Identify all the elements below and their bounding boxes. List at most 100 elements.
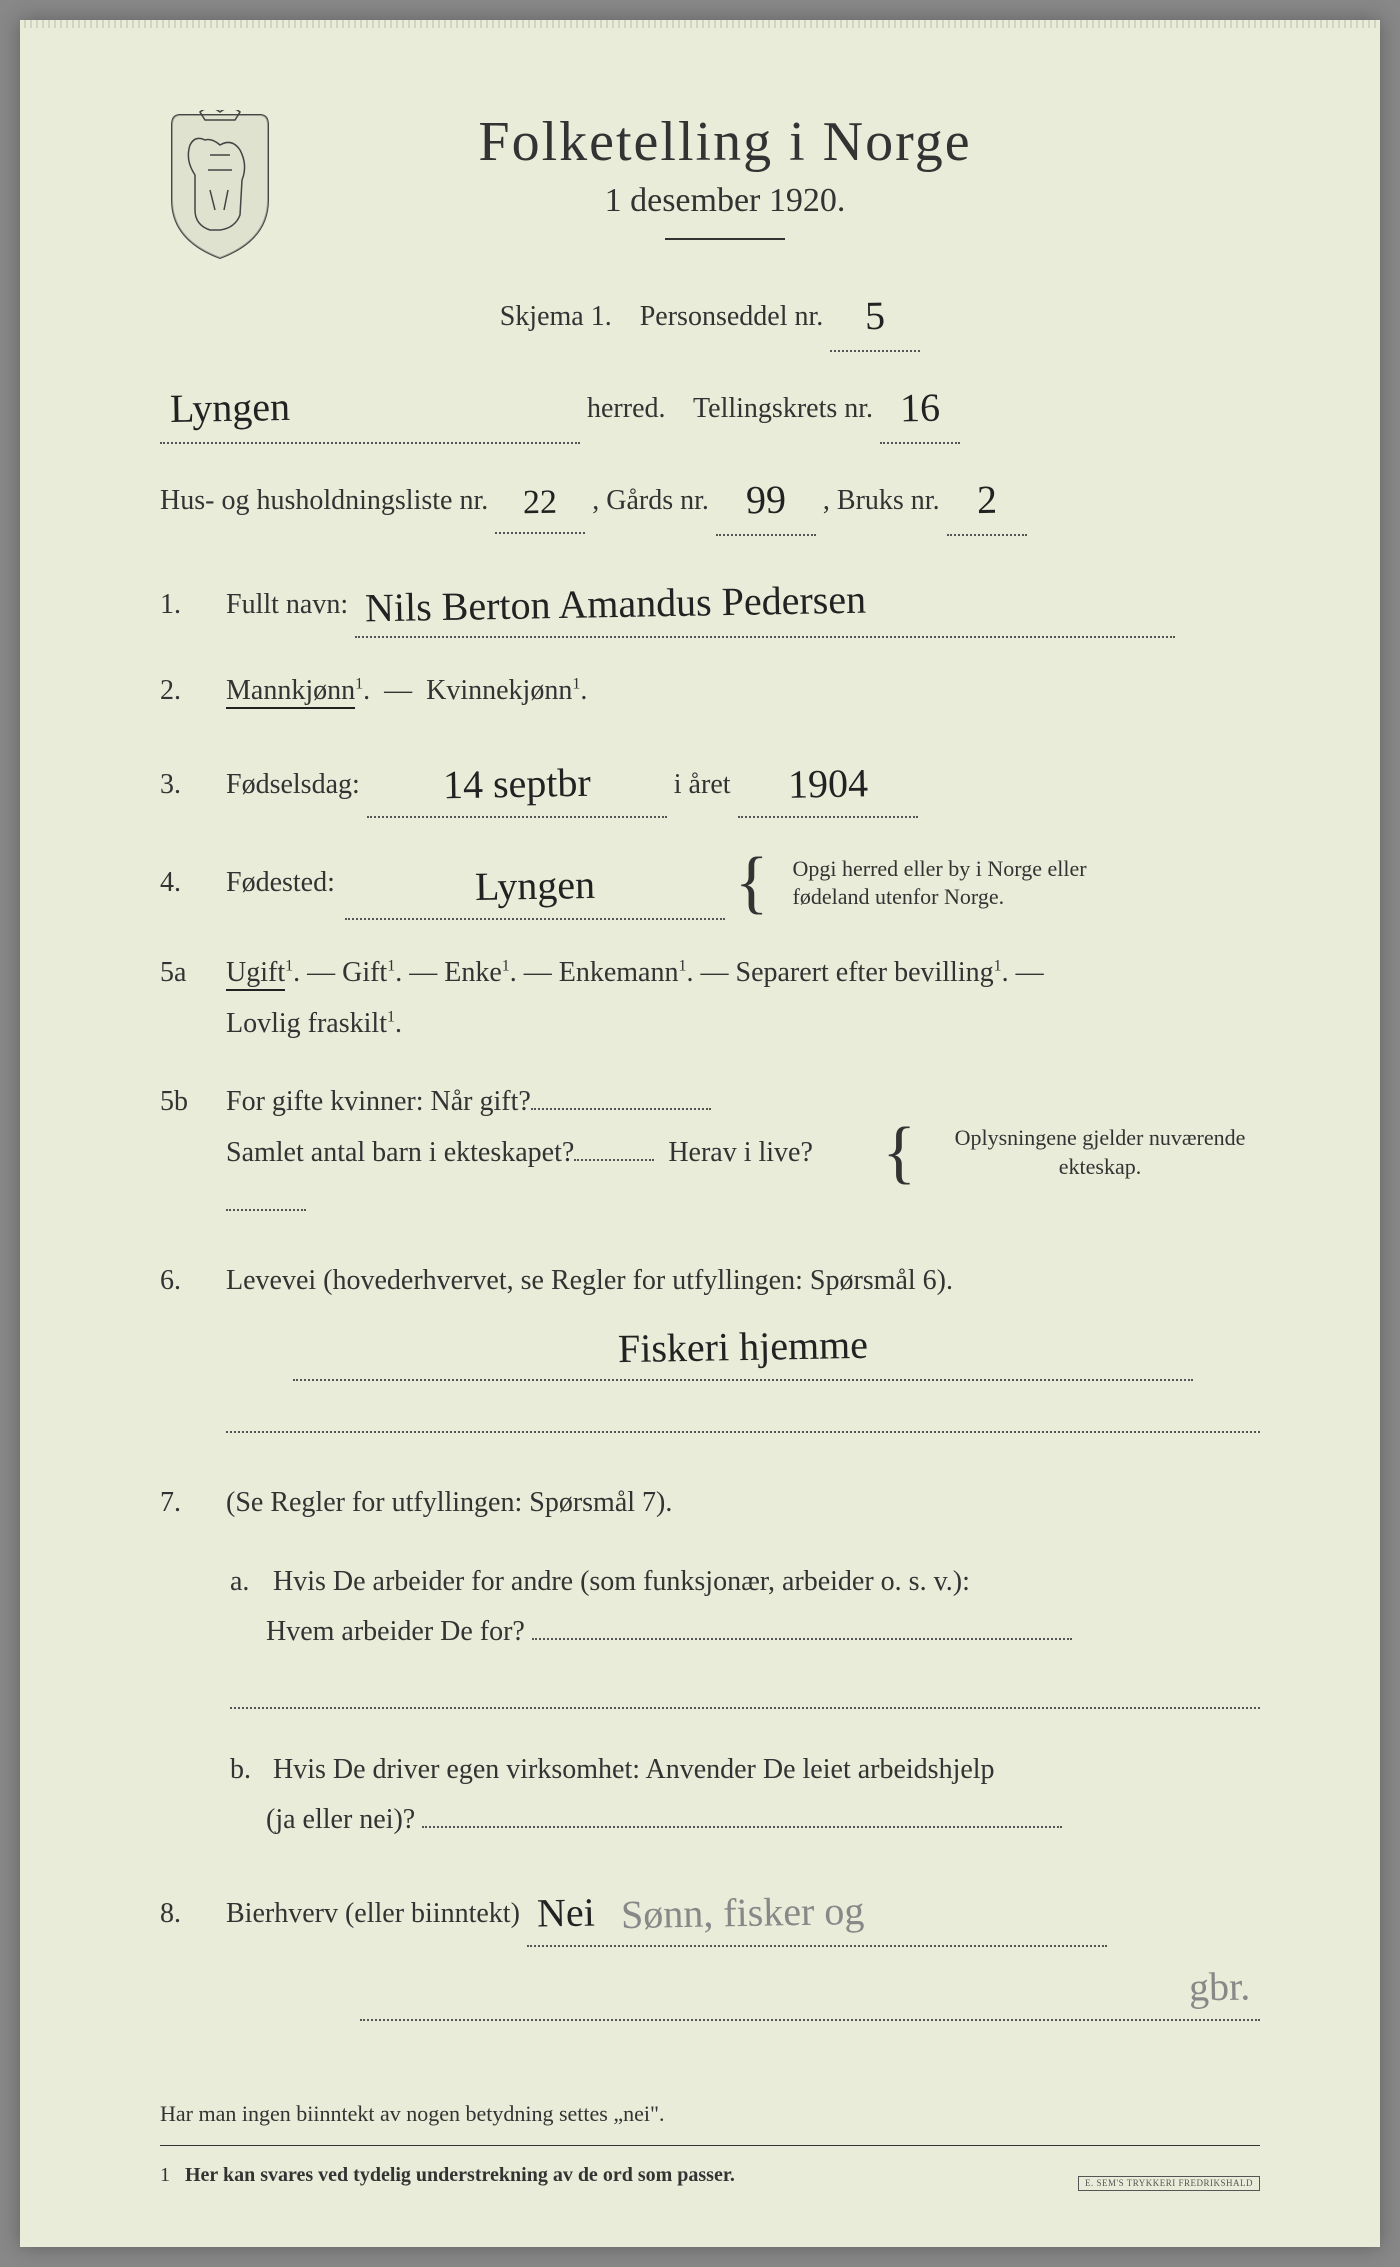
q1-num: 1. [160, 580, 210, 630]
q7a-text2: Hvem arbeider De for? [266, 1616, 525, 1647]
q7a-label: a. [230, 1557, 266, 1607]
q5b-note: Oplysningene gjelder nuværende ekteskap. [940, 1124, 1260, 1181]
q2: 2. Mannkjønn1. — Kvinnekjønn1. [160, 666, 1260, 716]
q2-mann: Mannkjønn [226, 675, 355, 709]
tellingskrets-label: Tellingskrets nr. [693, 393, 873, 424]
skjema-label: Skjema 1. [500, 301, 612, 332]
q4: 4. Fødested: Lyngen { Opgi herred eller … [160, 846, 1260, 920]
hus-label: Hus- og husholdningsliste nr. [160, 485, 488, 516]
page-title: Folketelling i Norge [310, 110, 1140, 174]
norwegian-coat-of-arms-icon [160, 110, 280, 260]
q5b-line2b: Herav i live? [668, 1137, 813, 1168]
q7a-text1: Hvis De arbeider for andre (som funksjon… [273, 1566, 970, 1597]
q7a-blank [532, 1638, 1072, 1640]
q5a-sup6: 1 [387, 1008, 395, 1025]
page-subtitle: 1 desember 1920. [310, 182, 1140, 220]
q5a-sup2: 1 [387, 958, 395, 975]
q3-mid: i året [674, 769, 731, 800]
q5b-label: For gifte kvinner: Når gift? [226, 1086, 531, 1117]
q5b-blank3 [226, 1209, 306, 1211]
q2-sup1: 1 [355, 676, 363, 693]
q5b-num: 5b [160, 1077, 210, 1127]
q7b-label: b. [230, 1745, 266, 1795]
q5b-line2a: Samlet antal barn i ekteskapet? [226, 1137, 574, 1168]
personseddel-nr-value: 5 [859, 278, 892, 355]
q3-label: Fødselsdag: [226, 769, 360, 800]
q7: 7. (Se Regler for utfyllingen: Spørsmål … [160, 1478, 1260, 1528]
q6-num: 6. [160, 1256, 210, 1306]
printer-mark: E. SEM'S TRYKKERI FREDRIKSHALD [1078, 2176, 1260, 2192]
footnote-num: 1 [160, 2164, 170, 2186]
bruks-label: , Bruks nr. [823, 485, 940, 516]
gards-label: , Gårds nr. [592, 485, 709, 516]
q5a-separert: Separert efter bevilling [736, 957, 994, 988]
q7-num: 7. [160, 1478, 210, 1528]
q1-label: Fullt navn: [226, 589, 348, 620]
q5a-ugift: Ugift [226, 957, 285, 991]
footnote-text: Her kan svares ved tydelig understreknin… [185, 2164, 735, 2186]
q7b-blank [422, 1826, 1062, 1828]
q8-value: Nei [530, 1877, 601, 1950]
hus-nr-value: 22 [517, 471, 564, 536]
gards-nr-value: 99 [739, 462, 792, 539]
q1-value: Nils Berton Amandus Pedersen [359, 564, 873, 645]
q1: 1. Fullt navn: Nils Berton Amandus Peder… [160, 564, 1260, 638]
q5a: 5a Ugift1. — Gift1. — Enke1. — Enkemann1… [160, 948, 1260, 1049]
brace-icon: { [735, 862, 769, 904]
tellingskrets-nr-value: 16 [893, 370, 946, 447]
q8-pencil-value2: gbr. [1182, 1951, 1256, 2024]
q2-sup2: 1 [572, 676, 580, 693]
hus-line: Hus- og husholdningsliste nr. 22 , Gårds… [160, 458, 1260, 536]
q8-label: Bierhverv (eller biinntekt) [226, 1898, 520, 1929]
q7a: a. Hvis De arbeider for andre (som funks… [230, 1557, 1260, 1727]
q4-num: 4. [160, 858, 210, 908]
bruks-nr-value: 2 [970, 462, 1003, 539]
q6-label: Levevei (hovederhvervet, se Regler for u… [226, 1265, 953, 1296]
q5b-blank1 [531, 1108, 711, 1110]
header: Folketelling i Norge 1 desember 1920. [160, 110, 1260, 260]
q7b: b. Hvis De driver egen virksomhet: Anven… [230, 1745, 1260, 1846]
q7b-text2: (ja eller nei)? [266, 1804, 415, 1835]
q5a-enke: Enke [444, 957, 502, 988]
personseddel-label: Personseddel nr. [640, 301, 824, 332]
q5a-sup1: 1 [285, 958, 293, 975]
title-block: Folketelling i Norge 1 desember 1920. [310, 110, 1260, 258]
q8-pencil-value1: Sønn, fisker og [614, 1875, 871, 1951]
herred-line: Lyngen herred. Tellingskrets nr. 16 [160, 366, 1260, 444]
q5b-blank2 [574, 1159, 654, 1161]
q8-num: 8. [160, 1889, 210, 1939]
q2-num: 2. [160, 666, 210, 716]
q3-num: 3. [160, 760, 210, 810]
q5b: 5b For gifte kvinner: Når gift? Samlet a… [160, 1077, 1260, 1228]
q5a-lovlig: Lovlig fraskilt [226, 1008, 387, 1039]
herred-label: herred. [587, 393, 666, 424]
q6-value: Fiskeri hjemme [611, 1308, 874, 1385]
census-form-page: Folketelling i Norge 1 desember 1920. Sk… [20, 20, 1380, 2247]
q6: 6. Levevei (hovederhvervet, se Regler fo… [160, 1256, 1260, 1450]
title-divider [665, 238, 785, 240]
q5a-gift: Gift [342, 957, 387, 988]
brace-icon-2: { [882, 1132, 916, 1174]
q5a-sup4: 1 [679, 958, 687, 975]
q3: 3. Fødselsdag: 14 septbr i året 1904 [160, 744, 1260, 818]
q4-value: Lyngen [468, 849, 601, 923]
q5a-num: 5a [160, 948, 210, 998]
q8: 8. Bierhverv (eller biinntekt) Nei Sønn,… [160, 1873, 1260, 2021]
q7-label: (Se Regler for utfyllingen: Spørsmål 7). [226, 1487, 672, 1518]
skjema-line: Skjema 1. Personseddel nr. 5 [160, 274, 1260, 352]
q2-kvinne: Kvinnekjønn [426, 675, 572, 706]
foot-note: Har man ingen biinntekt av nogen betydni… [160, 2101, 1260, 2127]
q4-label: Fødested: [226, 858, 335, 908]
q4-note: Opgi herred eller by i Norge eller fødel… [793, 855, 1113, 912]
q7b-text1: Hvis De driver egen virksomhet: Anvender… [273, 1754, 995, 1785]
q3-day-value: 14 septbr [436, 747, 597, 822]
footer-rule [160, 2145, 1260, 2146]
q7a-blank-line [230, 1677, 1260, 1709]
q5a-sup3: 1 [502, 958, 510, 975]
q3-year-value: 1904 [781, 748, 874, 822]
footer: Har man ingen biinntekt av nogen betydni… [160, 2101, 1260, 2187]
q5a-sup5: 1 [994, 958, 1002, 975]
q5a-enkemann: Enkemann [559, 957, 679, 988]
herred-value: Lyngen [163, 369, 296, 447]
q6-blank-line [226, 1401, 1260, 1433]
